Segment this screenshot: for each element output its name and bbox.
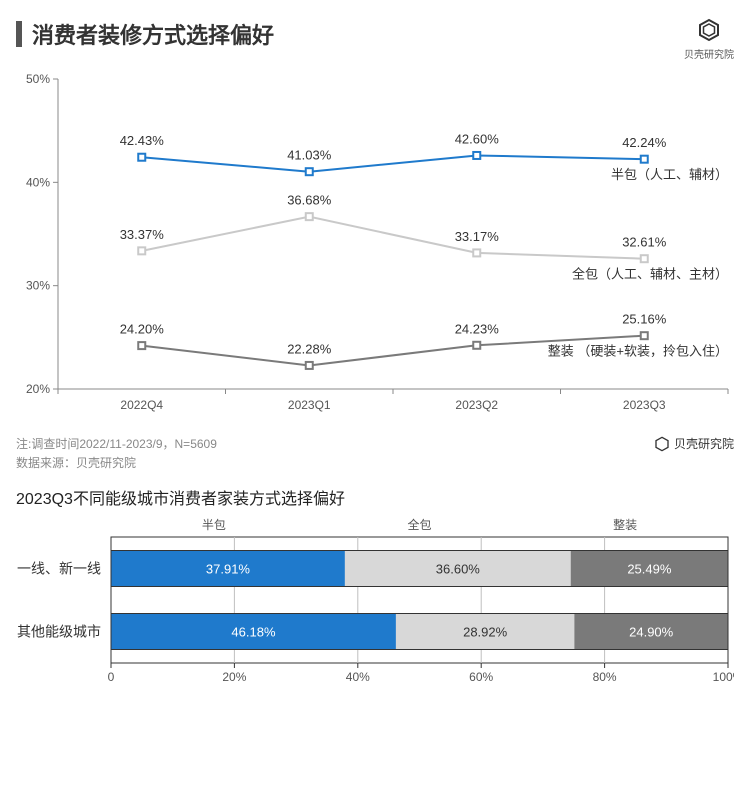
note-survey: 注:调查时间2022/11-2023/9，N=5609: [16, 435, 217, 454]
svg-text:2023Q2: 2023Q2: [455, 398, 498, 412]
brand-logo: 贝壳研究院: [684, 18, 734, 61]
svg-text:24.23%: 24.23%: [455, 321, 500, 336]
svg-text:80%: 80%: [593, 670, 617, 684]
svg-text:24.90%: 24.90%: [629, 625, 674, 640]
stacked-bar-chart: 0 20% 40% 60% 80% 100% 半包 全包 整装一线、新一线 37.91% 36.60…: [16, 513, 734, 693]
svg-text:46.18%: 46.18%: [231, 625, 276, 640]
svg-text:2022Q4: 2022Q4: [120, 398, 163, 412]
svg-text:60%: 60%: [469, 670, 493, 684]
svg-text:30%: 30%: [26, 279, 50, 293]
svg-text:36.68%: 36.68%: [287, 193, 332, 208]
svg-text:24.20%: 24.20%: [120, 322, 165, 337]
svg-text:40%: 40%: [26, 175, 50, 189]
stacked-chart-title: 2023Q3不同能级城市消费者家装方式选择偏好: [16, 485, 734, 509]
svg-text:100%: 100%: [713, 670, 734, 684]
svg-text:其他能级城市: 其他能级城市: [17, 624, 101, 640]
page-root: 消费者装修方式选择偏好 贝壳研究院 20% 30% 40% 50% 2022Q4 2023…: [0, 0, 750, 713]
svg-text:25.49%: 25.49%: [627, 562, 672, 577]
svg-text:33.17%: 33.17%: [455, 229, 500, 244]
brand-name: 贝壳研究院: [684, 46, 734, 61]
svg-text:36.60%: 36.60%: [436, 562, 481, 577]
hexagon-icon: [684, 18, 734, 46]
svg-text:半包: 半包: [202, 518, 226, 532]
svg-text:2023Q1: 2023Q1: [288, 398, 331, 412]
svg-text:半包（人工、辅材）: 半包（人工、辅材）: [611, 167, 728, 182]
title-wrap: 消费者装修方式选择偏好: [16, 18, 274, 50]
svg-text:全包（人工、辅材、主材）: 全包（人工、辅材、主材）: [572, 267, 728, 282]
svg-text:整装: 整装: [613, 517, 637, 532]
svg-text:37.91%: 37.91%: [206, 562, 251, 577]
svg-text:22.28%: 22.28%: [287, 341, 332, 356]
svg-text:整装 （硬装+软装，拎包入住）: 整装 （硬装+软装，拎包入住）: [548, 344, 728, 359]
svg-text:28.92%: 28.92%: [463, 625, 508, 640]
hexagon-icon: [654, 436, 670, 452]
svg-text:2023Q3: 2023Q3: [623, 398, 666, 412]
svg-text:25.16%: 25.16%: [622, 312, 667, 327]
title-accent-bar: [16, 21, 22, 47]
header: 消费者装修方式选择偏好 贝壳研究院: [16, 18, 734, 61]
page-title: 消费者装修方式选择偏好: [32, 18, 274, 50]
svg-text:20%: 20%: [222, 670, 246, 684]
svg-text:32.61%: 32.61%: [622, 235, 667, 250]
svg-text:50%: 50%: [26, 72, 50, 86]
line-chart: 20% 30% 40% 50% 2022Q4 2023Q1 2023Q2 2023Q3 42.4…: [16, 69, 734, 429]
svg-text:42.60%: 42.60%: [455, 131, 500, 146]
svg-text:一线、新一线: 一线、新一线: [17, 561, 101, 577]
chart-notes: 注:调查时间2022/11-2023/9，N=5609 数据来源：贝壳研究院 贝…: [16, 435, 734, 473]
svg-text:42.43%: 42.43%: [120, 133, 165, 148]
svg-text:42.24%: 42.24%: [622, 135, 667, 150]
svg-text:全包: 全包: [407, 517, 431, 532]
svg-text:40%: 40%: [346, 670, 370, 684]
svg-text:41.03%: 41.03%: [287, 148, 332, 163]
footer-brand-text: 贝壳研究院: [674, 435, 734, 452]
footer-brand: 贝壳研究院: [654, 435, 734, 452]
svg-text:33.37%: 33.37%: [120, 227, 165, 242]
svg-text:0: 0: [108, 670, 115, 684]
note-source: 数据来源：贝壳研究院: [16, 454, 217, 473]
svg-text:20%: 20%: [26, 382, 50, 396]
